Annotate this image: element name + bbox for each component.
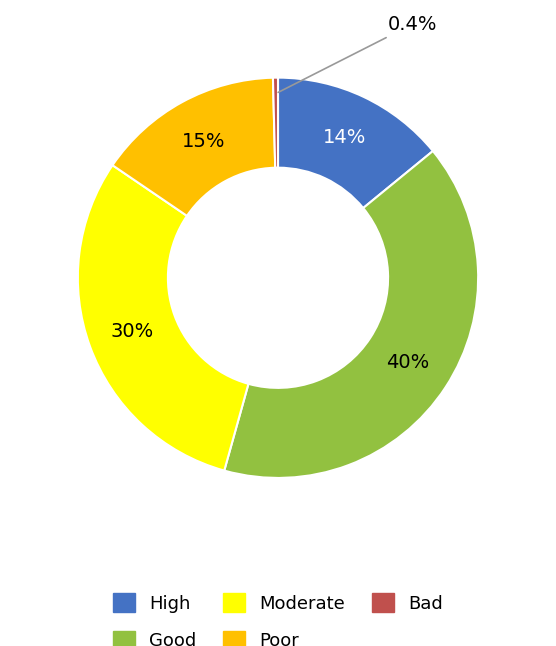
Wedge shape [273, 78, 278, 168]
Text: 15%: 15% [182, 132, 226, 151]
Wedge shape [112, 78, 275, 216]
Text: 30%: 30% [111, 322, 154, 340]
Legend: High, Good, Moderate, Poor, Bad: High, Good, Moderate, Poor, Bad [104, 584, 452, 646]
Wedge shape [224, 151, 478, 478]
Text: 40%: 40% [386, 353, 430, 372]
Wedge shape [278, 78, 433, 208]
Wedge shape [78, 165, 249, 470]
Text: 0.4%: 0.4% [278, 15, 438, 92]
Text: 14%: 14% [322, 128, 366, 147]
